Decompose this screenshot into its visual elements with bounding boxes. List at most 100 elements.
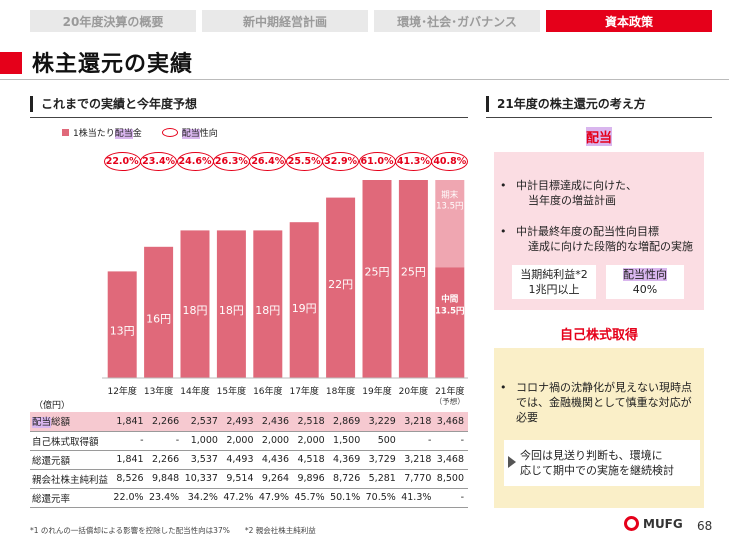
section-tabs: 20年度決算の概要 新中期経営計画 環境･社会･ガバナンス 資本政策 [30,10,712,32]
bar-final-dividend [435,180,465,268]
legend-ratio-swatch [161,128,178,137]
bar [216,230,246,378]
table-cell: - [435,488,468,508]
bar-value-label: 13円 [110,325,135,338]
table-cell: 41.3% [399,488,436,508]
table-cell: 2,869 [328,412,365,432]
bar-value-label: 25円 [401,266,426,279]
dividend-title: 配当 [494,125,704,147]
table-cell: 3,468 [435,412,468,432]
payout-ratio-badge: 32.9% [322,152,360,171]
table-row: 配当総額 1,841 2,266 2,537 2,493 2,436 2,518 2,869 3… [30,412,468,432]
table-cell: 2,266 [147,450,184,470]
row-label: 自己株式取得額 [30,431,113,451]
table-cell: 8,500 [435,469,468,489]
payout-ratio-badge: 23.4% [140,152,178,171]
bar-interim-dividend [435,267,465,378]
legend-ratio-label: 配当性向 [181,129,218,139]
interim-label: 中間 [441,293,458,304]
table-row: 親会社株主純利益 8,526 9,848 10,337 9,514 9,264 9,896 8… [30,469,468,489]
dividend-bullet-1: • 中計目標達成に向けた、 当年度の増益計画 [500,179,637,207]
table-cell: 2,000 [221,431,258,451]
bar [362,180,392,378]
dividend-bullet-2: • 中計最終年度の配当性向目標 達成に向けた段階的な増配の実施 [500,225,693,253]
footnote: *1 のれんの一括償却による影響を控除した配当性向は37% *2 親会社株主純利… [30,526,316,535]
table-cell: 2,436 [257,412,294,432]
x-tick-label: 12年度 [107,385,136,397]
row-label: 総還元額 [30,450,113,470]
bar [326,197,356,378]
x-tick-label: 17年度 [289,385,318,397]
table-cell: 9,264 [257,469,294,489]
table-cell: 23.4% [147,488,184,508]
kpi-payout-ratio: 配当性向 40% [606,265,684,299]
table-cell: 2,000 [293,431,329,451]
bar-value-label: 18円 [183,304,208,317]
table-cell: 1,841 [112,450,148,470]
bar [398,180,428,378]
buyback-note: 今回は見送り判断も、環境に 応じて期中での実施を継続検討 [504,440,700,486]
left-section-header: これまでの実績と今年度予想 [30,96,197,112]
table-unit: （億円） [34,401,71,411]
payout-ratio-badge: 61.0% [358,152,396,171]
x-tick-label: 19年度 [362,385,391,397]
bar-value-label: 25円 [365,266,390,279]
page-title: 株主還元の実績 [32,52,194,77]
table-cell: 8,726 [328,469,365,489]
payout-ratio-badge: 41.3% [394,152,432,171]
buyback-bullet: • コロナ禍の沈静化が見えない現時点 では、金融機関として慎重な対応が 必要 [500,381,692,424]
table-cell: 7,770 [399,469,436,489]
tab-mid-term-plan[interactable]: 新中期経営計画 [202,10,368,32]
payout-ratio-badge: 26.4% [249,152,287,171]
table-cell: 2,000 [257,431,294,451]
table-cell: 10,337 [183,469,222,489]
table-cell: 8,526 [112,469,148,489]
table-cell: 1,841 [112,412,148,432]
table-cell: 47.9% [257,488,294,508]
table-cell: 45.7% [293,488,329,508]
table-cell: 5,281 [364,469,400,489]
dividend-bar-chart: 13円 12年度 16円 13年度 18円 14年度 18円 15年度 18円 16年度 19円 17… [102,180,468,406]
mufg-logo: MUFG [624,516,683,531]
table-cell: 500 [364,431,400,451]
table-cell: 3,729 [364,450,400,470]
x-tick-label: 20年度 [399,385,428,397]
table-row: 総還元率 22.0% 23.4% 34.2% 47.2% 47.9% 45.7% 50.1% 7… [30,488,468,508]
mufg-ring-icon [624,516,639,531]
right-section-rule [486,117,712,118]
table-cell: 2,537 [183,412,222,432]
tab-fy20-results[interactable]: 20年度決算の概要 [30,10,196,32]
legend-bar-swatch [62,129,69,136]
bar [253,230,283,378]
table-cell: 2,518 [293,412,329,432]
table-row: 自己株式取得額 - -1,000 2,000 2,000 2,000 1,500 500- - [30,431,468,451]
tab-capital-policy[interactable]: 資本政策 [546,10,712,32]
left-section-rule [30,117,468,118]
table-cell: 3,537 [183,450,222,470]
arrow-icon [508,456,516,468]
final-value: 13.5円 [436,202,463,212]
bar [180,230,210,378]
row-label: 配当総額 [30,412,113,432]
x-tick-label: 16年度 [253,385,282,397]
bar-value-label: 18円 [255,304,280,317]
table-cell: 47.2% [221,488,258,508]
x-tick-label: 14年度 [180,385,209,397]
tab-esg[interactable]: 環境･社会･ガバナンス [374,10,540,32]
table-cell: 3,468 [435,450,468,470]
table-cell: 2,493 [221,412,258,432]
bar [289,222,319,378]
x-tick-label: 21年度 [435,385,464,397]
shareholder-return-table: 配当総額 1,841 2,266 2,537 2,493 2,436 2,518 2,869 3… [30,412,468,508]
table-cell: 3,218 [399,412,436,432]
final-label: 期末 [441,190,459,201]
x-tick-label: 15年度 [217,385,246,397]
row-label: 親会社株主純利益 [30,469,113,489]
table-cell: 4,436 [257,450,294,470]
payout-ratio-badge: 22.0% [103,152,141,171]
table-cell: 3,229 [364,412,400,432]
interim-value: 13.5円 [435,306,464,316]
bar [107,271,137,378]
table-cell: - [147,431,184,451]
kpi-net-income: 当期純利益*2 1兆円以上 [512,265,596,299]
